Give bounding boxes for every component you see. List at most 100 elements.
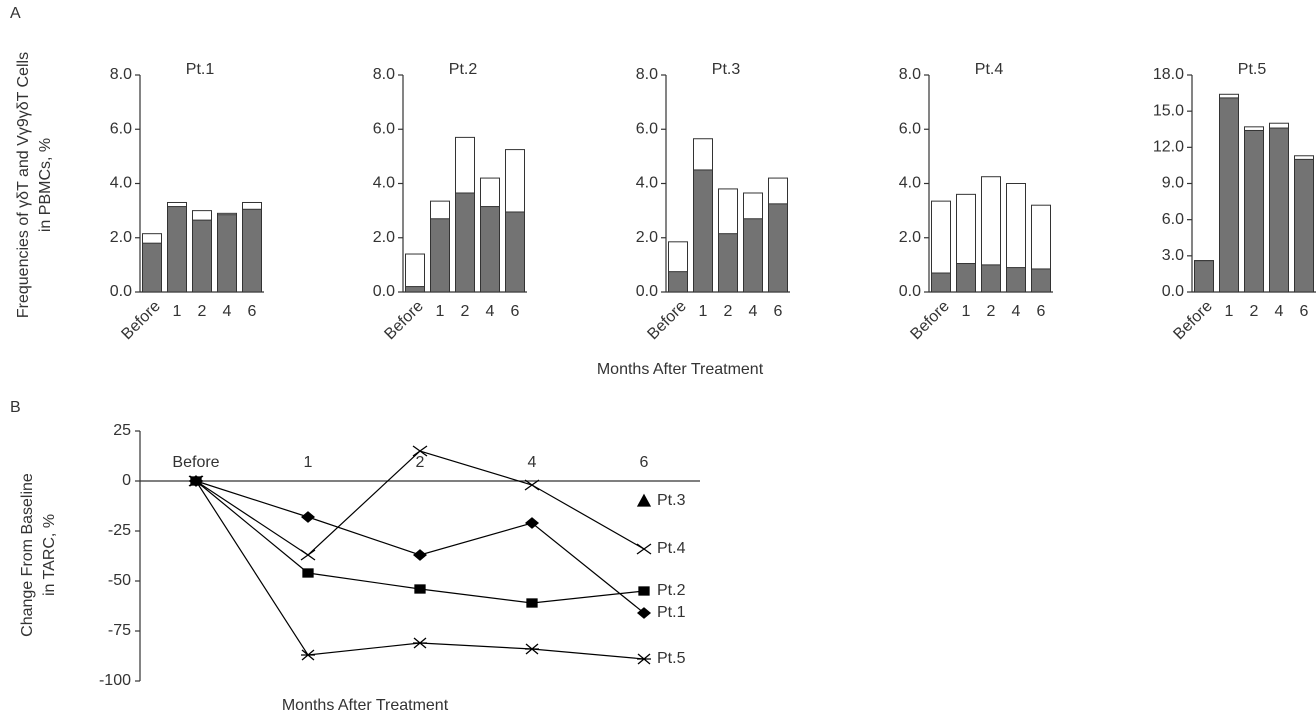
bar bbox=[1194, 260, 1214, 293]
x-tick-label: 2 bbox=[461, 303, 470, 320]
series-label: Pt.5 bbox=[657, 650, 686, 667]
y-tick-label: 12.0 bbox=[1153, 139, 1184, 156]
marker bbox=[189, 475, 203, 487]
y-tick-label: -25 bbox=[108, 522, 131, 539]
x-tick-label: 1 bbox=[962, 303, 971, 320]
series-label: Pt.3 bbox=[657, 492, 686, 509]
bar bbox=[1219, 97, 1239, 293]
y-tick-label: 2.0 bbox=[899, 229, 921, 246]
marker bbox=[525, 643, 539, 655]
y-tick-label: 9.0 bbox=[1162, 175, 1184, 192]
series-label: Pt.2 bbox=[657, 582, 686, 599]
y-tick-label: 3.0 bbox=[1162, 247, 1184, 264]
bar bbox=[743, 218, 763, 293]
x-tick-label: Before bbox=[381, 298, 426, 343]
y-tick-label: 6.0 bbox=[1162, 211, 1184, 228]
bar bbox=[1294, 158, 1314, 293]
marker bbox=[636, 607, 652, 619]
x-tick-label: 2 bbox=[198, 303, 207, 320]
bar bbox=[1006, 267, 1026, 293]
y-tick-label: -100 bbox=[99, 672, 131, 689]
y-tick-label: 4.0 bbox=[110, 175, 132, 192]
marker bbox=[414, 584, 426, 594]
marker bbox=[524, 479, 540, 491]
bar bbox=[217, 214, 237, 293]
bar bbox=[1031, 268, 1051, 293]
bar bbox=[1244, 129, 1264, 293]
y-tick-label: 2.0 bbox=[110, 229, 132, 246]
x-tick-label: 4 bbox=[1012, 303, 1021, 320]
bar bbox=[405, 286, 425, 293]
marker bbox=[301, 649, 315, 661]
y-tick-label: 0.0 bbox=[1162, 283, 1184, 300]
bar bbox=[768, 203, 788, 293]
bar bbox=[192, 219, 212, 293]
panel-label: A bbox=[10, 5, 21, 22]
marker bbox=[302, 568, 314, 578]
y-axis-label: Frequencies of γδT and Vγ9γδT Cells bbox=[15, 52, 32, 318]
marker bbox=[636, 543, 652, 555]
x-tick-label: 6 bbox=[248, 303, 257, 320]
x-tick-label: 4 bbox=[749, 303, 758, 320]
x-tick-label: 1 bbox=[173, 303, 182, 320]
bar bbox=[718, 233, 738, 293]
chart-title: Pt.3 bbox=[712, 61, 741, 78]
y-tick-label: 2.0 bbox=[373, 229, 395, 246]
bar bbox=[668, 271, 688, 293]
x-tick-label: 4 bbox=[1275, 303, 1284, 320]
series-line bbox=[195, 480, 645, 660]
y-tick-label: 6.0 bbox=[636, 120, 658, 137]
x-tick-label: Before bbox=[644, 298, 689, 343]
y-axis-label: in PBMCs, % bbox=[37, 138, 54, 232]
marker bbox=[300, 511, 316, 523]
x-tick-label: Before bbox=[1170, 298, 1215, 343]
marker bbox=[300, 549, 316, 561]
y-tick-label: -50 bbox=[108, 572, 131, 589]
y-tick-label: 6.0 bbox=[373, 120, 395, 137]
bar bbox=[931, 272, 951, 293]
chart-title: Pt.5 bbox=[1238, 61, 1267, 78]
x-tick-label: Before bbox=[118, 298, 163, 343]
marker bbox=[412, 549, 428, 561]
y-tick-label: 6.0 bbox=[110, 120, 132, 137]
x-tick-label: 1 bbox=[436, 303, 445, 320]
bar bbox=[505, 211, 525, 293]
bar bbox=[167, 206, 187, 293]
bar bbox=[956, 263, 976, 293]
marker bbox=[413, 637, 427, 649]
bar bbox=[242, 208, 262, 293]
x-tick-label: 2 bbox=[416, 454, 425, 471]
x-tick-label: 1 bbox=[699, 303, 708, 320]
y-tick-label: 6.0 bbox=[899, 120, 921, 137]
y-tick-label: 8.0 bbox=[899, 66, 921, 83]
x-tick-label: 6 bbox=[1300, 303, 1309, 320]
x-tick-label: Before bbox=[907, 298, 952, 343]
y-tick-label: 2.0 bbox=[636, 229, 658, 246]
y-tick-label: 0.0 bbox=[636, 283, 658, 300]
y-tick-label: 0.0 bbox=[110, 283, 132, 300]
y-tick-label: 4.0 bbox=[373, 175, 395, 192]
y-tick-label: 0.0 bbox=[899, 283, 921, 300]
y-tick-label: 4.0 bbox=[636, 175, 658, 192]
x-axis-label: Months After Treatment bbox=[282, 697, 449, 714]
marker bbox=[638, 586, 650, 596]
x-axis-label: Months After Treatment bbox=[597, 361, 764, 378]
bar bbox=[430, 218, 450, 293]
marker bbox=[636, 493, 652, 507]
y-tick-label: 8.0 bbox=[110, 66, 132, 83]
x-tick-label: 4 bbox=[223, 303, 232, 320]
x-tick-label: 6 bbox=[640, 454, 649, 471]
x-tick-label: Before bbox=[172, 454, 219, 471]
x-tick-label: 4 bbox=[486, 303, 495, 320]
x-tick-label: 2 bbox=[1250, 303, 1259, 320]
x-tick-label: 2 bbox=[987, 303, 996, 320]
y-tick-label: 8.0 bbox=[373, 66, 395, 83]
y-tick-label: 8.0 bbox=[636, 66, 658, 83]
y-axis-label: in TARC, % bbox=[41, 514, 58, 596]
x-tick-label: 2 bbox=[724, 303, 733, 320]
chart-title: Pt.2 bbox=[449, 61, 478, 78]
x-tick-label: 6 bbox=[1037, 303, 1046, 320]
x-tick-label: 4 bbox=[528, 454, 537, 471]
y-tick-label: 0 bbox=[122, 472, 131, 489]
